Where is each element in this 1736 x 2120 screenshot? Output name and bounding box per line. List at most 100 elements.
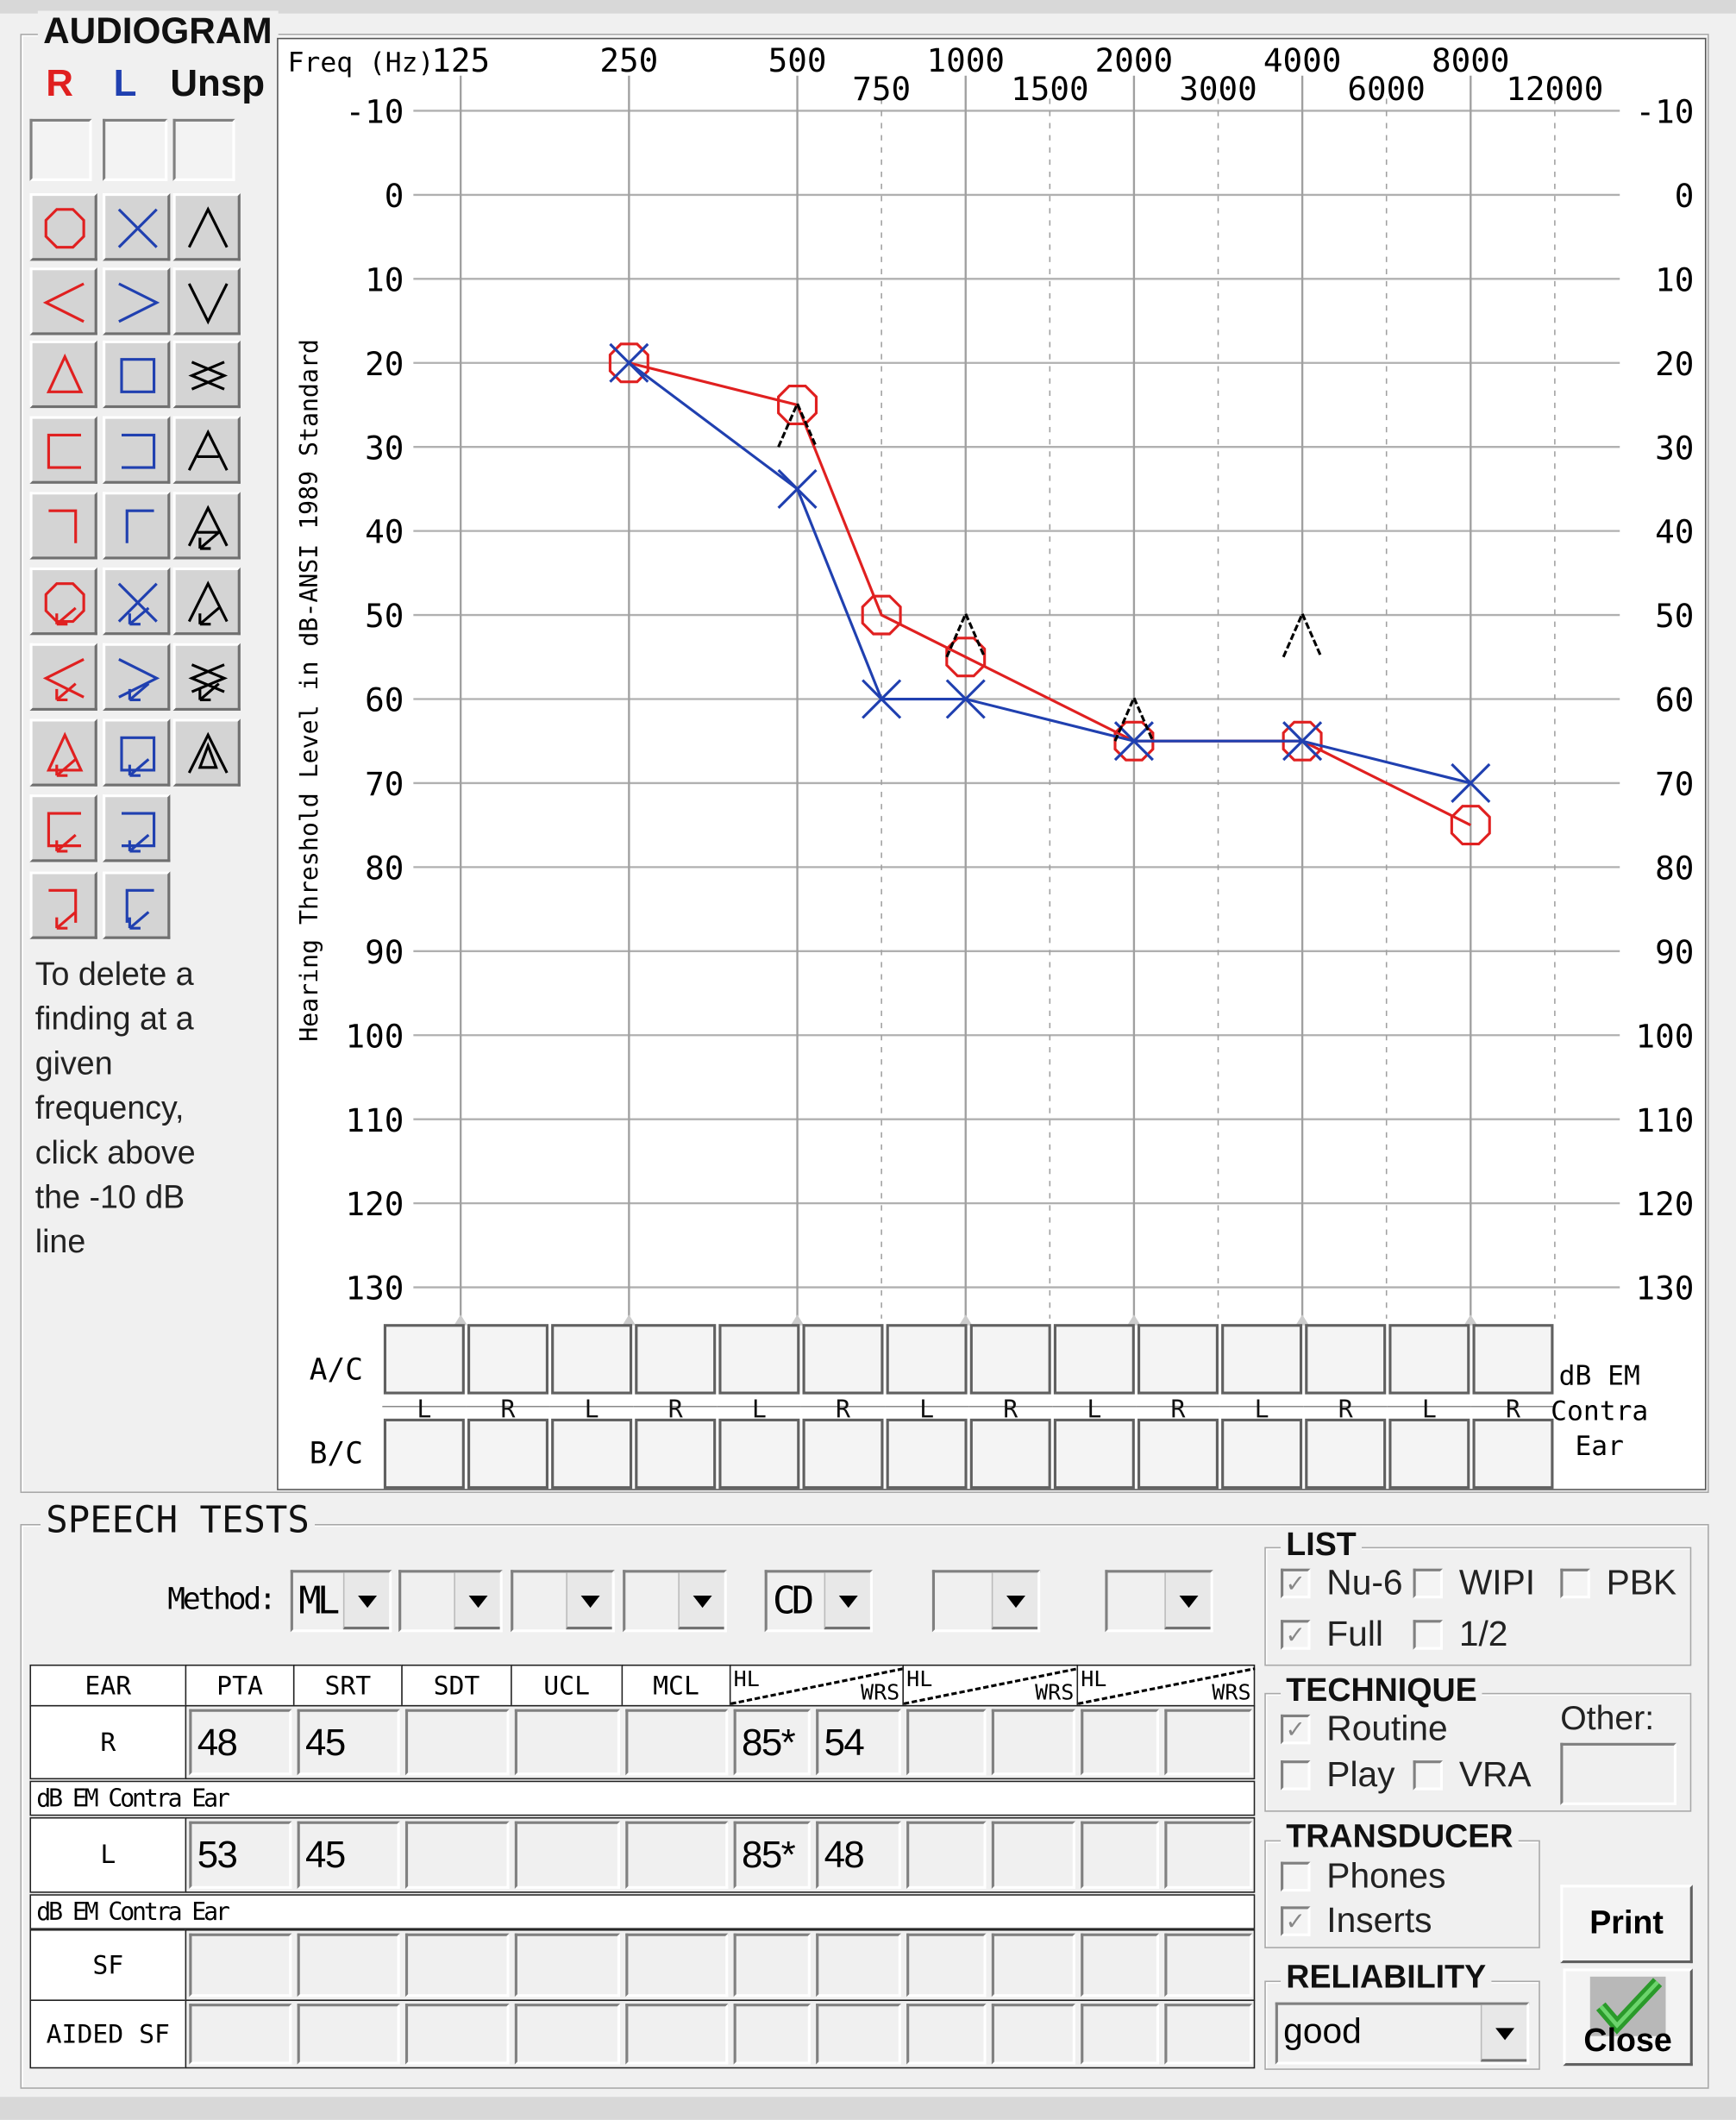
sf-value-input[interactable] (189, 1933, 292, 1998)
r-value-input[interactable]: 54 (816, 1709, 901, 1776)
aided-sf-value-input[interactable] (816, 2004, 901, 2065)
sf-value-input[interactable] (733, 1933, 811, 1998)
palette-button-l-greater-than[interactable] (103, 267, 171, 336)
palette-button-r-triangle[interactable] (29, 340, 97, 409)
list-pbk[interactable]: PBK (1560, 1562, 1676, 1604)
chevron-down-icon[interactable] (454, 1572, 500, 1630)
bc-masking-input-R[interactable] (1137, 1418, 1219, 1490)
palette-button-r-bracket-left-arrow[interactable] (29, 794, 97, 862)
aided-sf-value-input[interactable] (1081, 2004, 1160, 2065)
bc-masking-input-R[interactable] (635, 1418, 717, 1490)
contra-ear-masking-row[interactable]: dB EM Contra Ear (29, 1780, 1256, 1816)
l-value-input[interactable] (906, 1821, 987, 1889)
aided-sf-value-input[interactable] (297, 2004, 400, 2065)
bc-masking-input-L[interactable] (1221, 1418, 1303, 1490)
bc-masking-input-R[interactable] (1472, 1418, 1554, 1490)
l-value-input[interactable] (625, 1821, 729, 1889)
palette-button-unsp-s-arrow[interactable] (172, 643, 241, 711)
palette-button-unsp-caret-up[interactable] (172, 193, 241, 261)
sf-value-input[interactable] (991, 1933, 1075, 1998)
ac-masking-input-R[interactable] (1305, 1324, 1387, 1395)
ac-masking-input-L[interactable] (1053, 1324, 1135, 1395)
r-value-input[interactable] (625, 1709, 729, 1776)
list-full[interactable]: ✓ Full (1281, 1613, 1383, 1655)
palette-button-unsp-s[interactable] (172, 340, 241, 409)
r-value-input[interactable] (906, 1709, 987, 1776)
checkbox-unchecked[interactable] (1413, 1619, 1444, 1649)
list-nu6[interactable]: ✓ Nu-6 (1281, 1562, 1403, 1604)
palette-button-r-corner-right[interactable] (29, 492, 97, 560)
data-point-L-750[interactable] (862, 679, 902, 719)
technique-play[interactable]: Play (1281, 1753, 1395, 1796)
l-value-input[interactable]: 53 (189, 1821, 292, 1889)
palette-button-r-less-than[interactable] (29, 267, 97, 336)
aided-sf-value-input[interactable] (906, 2004, 987, 2065)
palette-button-r-circle[interactable] (29, 193, 97, 261)
checkbox-checked[interactable]: ✓ (1281, 1567, 1311, 1598)
data-point-Unsp-4000[interactable] (1282, 610, 1323, 658)
palette-button-r-corner-right-arrow[interactable] (29, 871, 97, 939)
r-value-input[interactable]: 48 (189, 1709, 292, 1776)
aided-sf-value-input[interactable] (1164, 2004, 1253, 2065)
aided-sf-value-input[interactable] (404, 2004, 510, 2065)
data-point-L-8000[interactable] (1451, 762, 1491, 803)
palette-button-l-bracket-right-arrow[interactable] (103, 794, 171, 862)
bc-masking-input-L[interactable] (551, 1418, 633, 1490)
aided-sf-value-input[interactable] (733, 2004, 811, 2065)
other-input[interactable] (1560, 1742, 1677, 1805)
palette-button-unsp-v-arrow[interactable] (172, 567, 241, 636)
chart-svg[interactable]: -10 -10 0 0 10 10 20 20 30 30 40 40 50 50 60 60 70 70 80 80… (279, 39, 1708, 1491)
palette-button-l-square-arrow[interactable] (103, 718, 171, 787)
method-dropdown-5[interactable]: CD (764, 1570, 873, 1633)
checkbox-checked[interactable]: ✓ (1281, 1714, 1311, 1744)
r-value-input[interactable]: 85* (733, 1709, 811, 1776)
method-dropdown-6[interactable] (931, 1570, 1041, 1633)
chevron-down-icon[interactable] (1480, 2004, 1527, 2062)
palette-button-unsp-caret-down[interactable] (172, 267, 241, 336)
ac-masking-input-L[interactable] (886, 1324, 968, 1395)
contra-ear-masking-row[interactable]: dB EM Contra Ear (29, 1894, 1256, 1929)
method-dropdown-1[interactable]: ML (290, 1570, 392, 1633)
method-dropdown-3[interactable] (511, 1570, 615, 1633)
palette-button-r-bracket-left[interactable] (29, 416, 97, 484)
bc-masking-input-R[interactable] (1305, 1418, 1387, 1490)
print-button[interactable]: Print (1560, 1885, 1693, 1964)
data-point-Unsp-2000[interactable] (1113, 694, 1155, 742)
palette-button-l-square[interactable] (103, 340, 171, 409)
palette-button-unsp-a-triangle[interactable] (172, 718, 241, 787)
data-point-R-750[interactable] (861, 594, 902, 636)
method-dropdown-7[interactable] (1105, 1570, 1213, 1633)
list-half[interactable]: 1/2 (1413, 1613, 1507, 1655)
checkbox-unchecked[interactable] (1413, 1567, 1444, 1598)
bc-masking-input-L[interactable] (718, 1418, 800, 1490)
palette-button-l-corner-left-arrow[interactable] (103, 871, 171, 939)
ac-masking-input-R[interactable] (969, 1324, 1051, 1395)
data-point-L-1000[interactable] (945, 679, 986, 719)
chevron-down-icon[interactable] (824, 1572, 870, 1630)
data-point-L-4000[interactable] (1282, 721, 1323, 762)
l-value-input[interactable]: 48 (816, 1821, 901, 1889)
palette-selected-unsp[interactable] (172, 118, 235, 181)
sf-value-input[interactable] (625, 1933, 729, 1998)
aided-sf-value-input[interactable] (189, 2004, 292, 2065)
data-point-R-8000[interactable] (1450, 805, 1491, 846)
transducer-inserts[interactable]: ✓ Inserts (1281, 1899, 1432, 1941)
r-value-input[interactable] (1081, 1709, 1160, 1776)
palette-button-r-circle-arrow[interactable] (29, 567, 97, 636)
chevron-down-icon[interactable] (1164, 1572, 1211, 1630)
palette-button-l-corner-left[interactable] (103, 492, 171, 560)
aided-sf-value-input[interactable] (991, 2004, 1075, 2065)
chevron-down-icon[interactable] (342, 1572, 390, 1630)
technique-routine[interactable]: ✓ Routine (1281, 1708, 1448, 1750)
r-value-input[interactable] (514, 1709, 621, 1776)
data-point-Unsp-1000[interactable] (945, 610, 987, 658)
palette-button-r-less-than-arrow[interactable] (29, 643, 97, 711)
sf-value-input[interactable] (1164, 1933, 1253, 1998)
ac-masking-input-L[interactable] (1388, 1324, 1470, 1395)
palette-button-l-x-arrow[interactable] (103, 567, 171, 636)
checkbox-checked[interactable]: ✓ (1281, 1619, 1311, 1649)
palette-button-r-triangle-arrow[interactable] (29, 718, 97, 787)
checkbox-checked[interactable]: ✓ (1281, 1905, 1311, 1936)
technique-vra[interactable]: VRA (1413, 1753, 1532, 1796)
r-value-input[interactable] (991, 1709, 1075, 1776)
